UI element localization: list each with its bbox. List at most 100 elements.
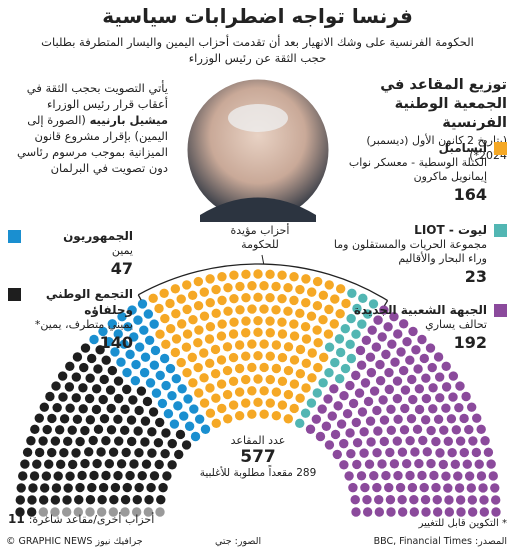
seat (289, 319, 299, 329)
seat (434, 372, 445, 382)
seat (348, 482, 358, 493)
seat (26, 436, 36, 446)
seat (63, 483, 73, 493)
party-label: التجمع الوطني وحلفاؤه يميني متطرف، يمين* 1… (8, 286, 133, 351)
seat (34, 447, 45, 458)
seat (159, 353, 170, 364)
government-label: أحزاب مؤيدة للحكومة (230, 224, 290, 251)
seat (421, 507, 431, 517)
seat (295, 368, 306, 379)
seat (253, 315, 263, 326)
seat (283, 365, 294, 376)
seat (448, 371, 459, 381)
seat (455, 436, 466, 446)
seat (334, 374, 345, 384)
legend-swatch (8, 230, 21, 243)
seat (165, 363, 176, 374)
seat (108, 507, 119, 517)
seat (234, 363, 245, 374)
seat (476, 471, 487, 481)
seat (156, 495, 166, 505)
seat (247, 281, 257, 291)
seat (400, 403, 410, 414)
seat (127, 305, 137, 315)
party-name: أحزاب أخرى/مقاعد شاغرة: (28, 513, 155, 526)
seat (171, 308, 181, 319)
seat (271, 340, 282, 350)
seat (177, 319, 187, 329)
seat (163, 409, 174, 419)
seat (446, 414, 457, 424)
seat (397, 507, 408, 517)
seat (432, 495, 442, 505)
seat (339, 390, 349, 401)
seat (378, 395, 388, 405)
seat (443, 483, 453, 493)
seat (329, 319, 339, 329)
note-name: ميشيل بارنييه (89, 113, 168, 127)
seat (332, 449, 342, 460)
source: المصدر: BBC, Financial Times (373, 536, 507, 547)
seat (335, 308, 345, 319)
seat (101, 470, 111, 481)
seat (151, 388, 162, 398)
seat (72, 414, 83, 425)
bracket-end (383, 300, 389, 307)
seat (422, 447, 432, 457)
seat (113, 414, 123, 425)
seat (324, 440, 335, 450)
seat (462, 459, 472, 469)
seat (211, 393, 221, 403)
seat (340, 363, 351, 374)
party-description: الكتلة الوسطية - معسكر نواب إيمانويل ماك… (348, 156, 487, 183)
seat (93, 364, 103, 374)
party-description: مجموعة الحريات والمستقلون وما وراء البحا… (333, 238, 487, 265)
seat (144, 495, 154, 505)
seat (107, 365, 118, 376)
seat (386, 404, 396, 415)
seat (420, 415, 431, 425)
seat (161, 428, 171, 438)
seat (137, 299, 148, 309)
seat (188, 314, 198, 325)
seat (99, 374, 109, 385)
seat (22, 447, 33, 458)
seat (483, 447, 494, 458)
seat (300, 408, 311, 418)
seat (301, 383, 311, 393)
seat (393, 329, 403, 339)
seat (313, 338, 323, 348)
seat (315, 431, 326, 442)
title: فرنسا تواجه اضطرابات سياسية (102, 4, 413, 28)
seat (385, 495, 396, 505)
seat (20, 459, 30, 469)
seat (253, 327, 263, 338)
party-value: 47 (110, 259, 133, 278)
seat (414, 458, 424, 469)
seat (455, 495, 466, 505)
seat (259, 409, 269, 419)
seat (143, 309, 154, 319)
seat (374, 495, 384, 505)
seat (461, 391, 471, 402)
seat (277, 400, 288, 410)
seat (167, 460, 177, 470)
seat (140, 416, 151, 426)
seat (199, 311, 210, 321)
seat (453, 471, 463, 481)
seat (134, 405, 144, 416)
seat (345, 339, 355, 350)
seat (265, 328, 275, 338)
seat (176, 357, 186, 368)
seat (379, 305, 389, 315)
seat (173, 401, 183, 411)
seat (433, 414, 444, 425)
legend-swatch (494, 142, 507, 155)
seat (113, 329, 123, 339)
seat (96, 447, 106, 457)
seat (141, 459, 152, 469)
seat (367, 325, 377, 335)
seat (107, 319, 118, 329)
bracket-pointer (261, 254, 265, 265)
